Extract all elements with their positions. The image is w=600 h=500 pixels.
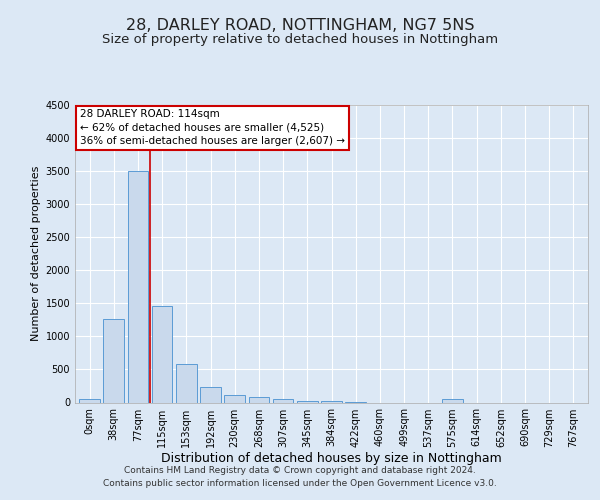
Bar — [152, 306, 172, 402]
Text: Size of property relative to detached houses in Nottingham: Size of property relative to detached ho… — [102, 32, 498, 46]
Bar — [200, 386, 221, 402]
Bar — [103, 318, 124, 402]
Text: 28, DARLEY ROAD, NOTTINGHAM, NG7 5NS: 28, DARLEY ROAD, NOTTINGHAM, NG7 5NS — [126, 18, 474, 32]
Y-axis label: Number of detached properties: Number of detached properties — [31, 166, 41, 342]
Bar — [79, 399, 100, 402]
X-axis label: Distribution of detached houses by size in Nottingham: Distribution of detached houses by size … — [161, 452, 502, 466]
Text: Contains HM Land Registry data © Crown copyright and database right 2024.
Contai: Contains HM Land Registry data © Crown c… — [103, 466, 497, 487]
Bar — [273, 399, 293, 402]
Bar — [442, 399, 463, 402]
Bar — [297, 401, 317, 402]
Bar — [224, 395, 245, 402]
Bar — [248, 397, 269, 402]
Bar — [128, 171, 148, 402]
Bar — [321, 400, 342, 402]
Text: 28 DARLEY ROAD: 114sqm
← 62% of detached houses are smaller (4,525)
36% of semi-: 28 DARLEY ROAD: 114sqm ← 62% of detached… — [80, 110, 345, 146]
Bar — [176, 364, 197, 403]
